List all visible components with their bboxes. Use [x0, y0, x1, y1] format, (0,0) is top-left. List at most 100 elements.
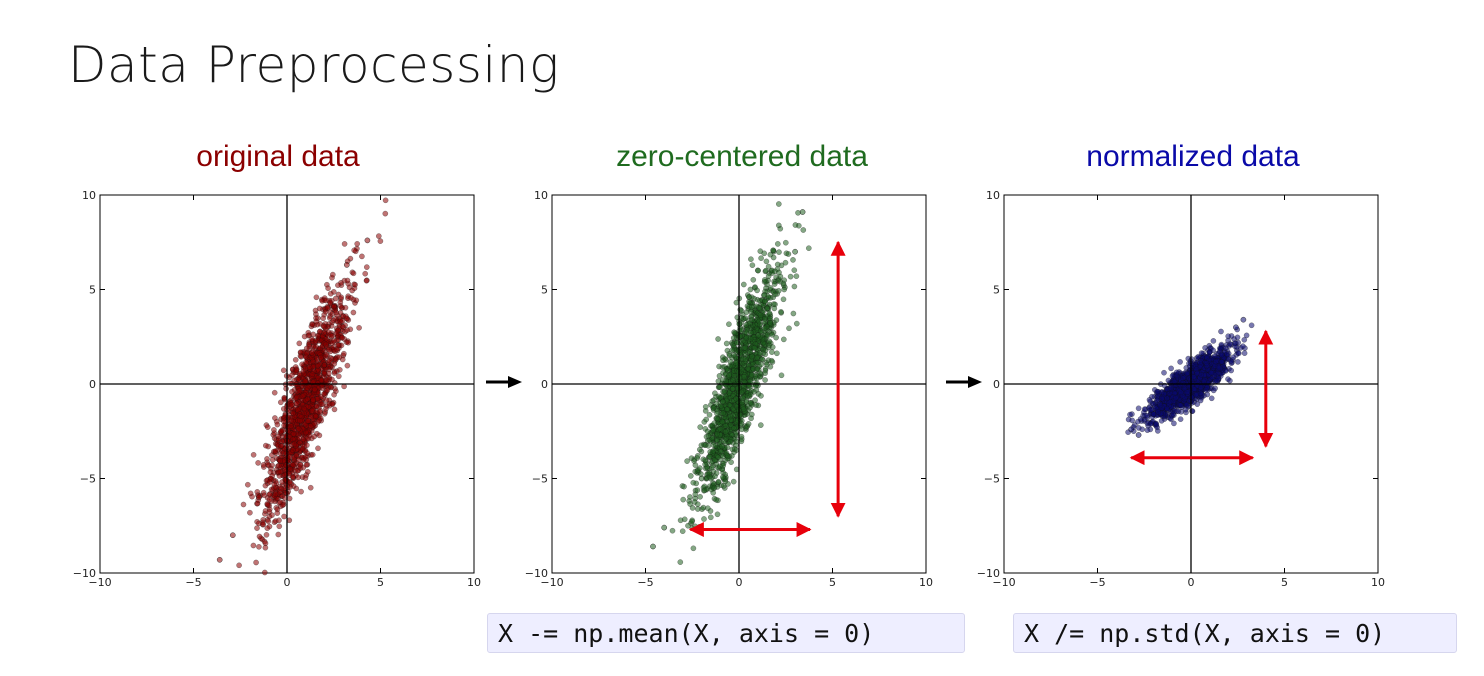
scatter-point [1177, 402, 1184, 409]
scatter-point [247, 509, 253, 516]
scatter-point [1158, 395, 1165, 402]
scatter-point [288, 423, 294, 429]
scatter-point [264, 456, 270, 462]
scatter-point [650, 543, 656, 550]
scatter-point [1144, 412, 1150, 419]
x-tick-label: 10 [1371, 576, 1385, 589]
scatter-point [685, 522, 691, 529]
scatter-point [247, 490, 254, 497]
scatter-point [715, 336, 721, 342]
scatter-point [277, 499, 283, 505]
scatter-point [1146, 396, 1153, 403]
scatter-point [1240, 316, 1247, 323]
scatter-point [330, 303, 337, 310]
scatter-point [684, 458, 690, 464]
scatter-point [717, 425, 724, 432]
scatter-point [321, 369, 328, 376]
scatter-point [283, 490, 289, 496]
scatter-point [304, 396, 311, 402]
scatter-point [362, 270, 369, 277]
scatter-point [799, 209, 806, 215]
scatter-point [731, 445, 738, 452]
scatter-point [275, 531, 282, 538]
scatter-point [321, 330, 327, 336]
scatter-point [287, 466, 294, 472]
scatter-point [303, 345, 310, 352]
scatter-point [774, 241, 781, 247]
scatter-point [229, 532, 236, 539]
scatter-point [266, 508, 273, 515]
scatter-point [740, 406, 747, 412]
scatter-point [323, 405, 329, 412]
scatter-point [750, 365, 756, 372]
scatter-point [791, 283, 798, 290]
scatter-point [343, 315, 350, 322]
scatter-point [304, 442, 310, 449]
x-tick-label: 0 [284, 576, 291, 589]
scatter-point [727, 438, 733, 445]
scatter-point [690, 545, 697, 552]
scatter-point [1191, 386, 1197, 392]
scatter-point [745, 365, 751, 372]
scatter-point [726, 363, 733, 370]
scatter-point [774, 350, 780, 357]
scatter-point [331, 370, 338, 376]
y-tick-label: −5 [532, 473, 548, 486]
scatter-point [713, 496, 719, 503]
scatter-point [277, 457, 283, 464]
y-tick-label: 5 [89, 284, 96, 297]
scatter-point [1146, 405, 1152, 411]
scatter-point [757, 248, 764, 254]
scatter-point [377, 238, 384, 244]
scatter-point [776, 249, 782, 255]
scatter-point [254, 525, 260, 531]
scatter-point [1201, 378, 1207, 385]
scatter-point [293, 400, 300, 407]
scatter-point [782, 259, 789, 266]
scatter-point [284, 428, 291, 434]
scatter-point [1198, 371, 1205, 378]
scatter-point [726, 372, 732, 378]
scatter-point [714, 511, 721, 518]
y-tick-label: 0 [89, 378, 96, 391]
x-tick-label: 5 [1281, 576, 1288, 589]
scatter-point [729, 385, 736, 392]
scatter-point [1224, 351, 1230, 358]
scatter-point [738, 426, 745, 433]
scatter-point [291, 441, 298, 447]
scatter-point [680, 496, 686, 503]
scatter-point [710, 397, 717, 403]
scatter-point [348, 295, 354, 301]
scatter-point [1203, 360, 1210, 367]
scatter-point [262, 482, 269, 489]
scatter-point [310, 396, 316, 403]
scatter-plot-centered: −10 −5 0 5 10 −10 −5 0 5 10 [525, 189, 933, 589]
scatter-point [758, 255, 764, 261]
scatter-point [286, 495, 293, 502]
scatter-point [1240, 343, 1246, 349]
x-tick-label: −10 [992, 576, 1015, 589]
scatter-point [1228, 367, 1235, 374]
scatter-point [776, 269, 782, 276]
scatter-point [756, 305, 762, 311]
scatter-point [1208, 369, 1215, 376]
scatter-point [277, 399, 284, 406]
scatter-point [767, 363, 774, 370]
scatter-point [723, 435, 729, 442]
scatter-point [297, 462, 304, 468]
scatter-point [316, 432, 323, 439]
scatter-point [339, 317, 346, 324]
scatter-point [1212, 358, 1219, 365]
scatter-point [1155, 409, 1161, 415]
scatter-point [356, 324, 362, 331]
scatter-point [723, 340, 730, 347]
scatter-point [328, 384, 334, 391]
scatter-point [790, 310, 797, 317]
scatter-point [694, 487, 701, 493]
scatter-point [771, 305, 778, 312]
scatter-point [341, 350, 347, 357]
scatter-point [314, 363, 321, 369]
scatter-point [1203, 387, 1209, 393]
scatter-point [765, 273, 772, 279]
scatter-point [669, 527, 676, 534]
